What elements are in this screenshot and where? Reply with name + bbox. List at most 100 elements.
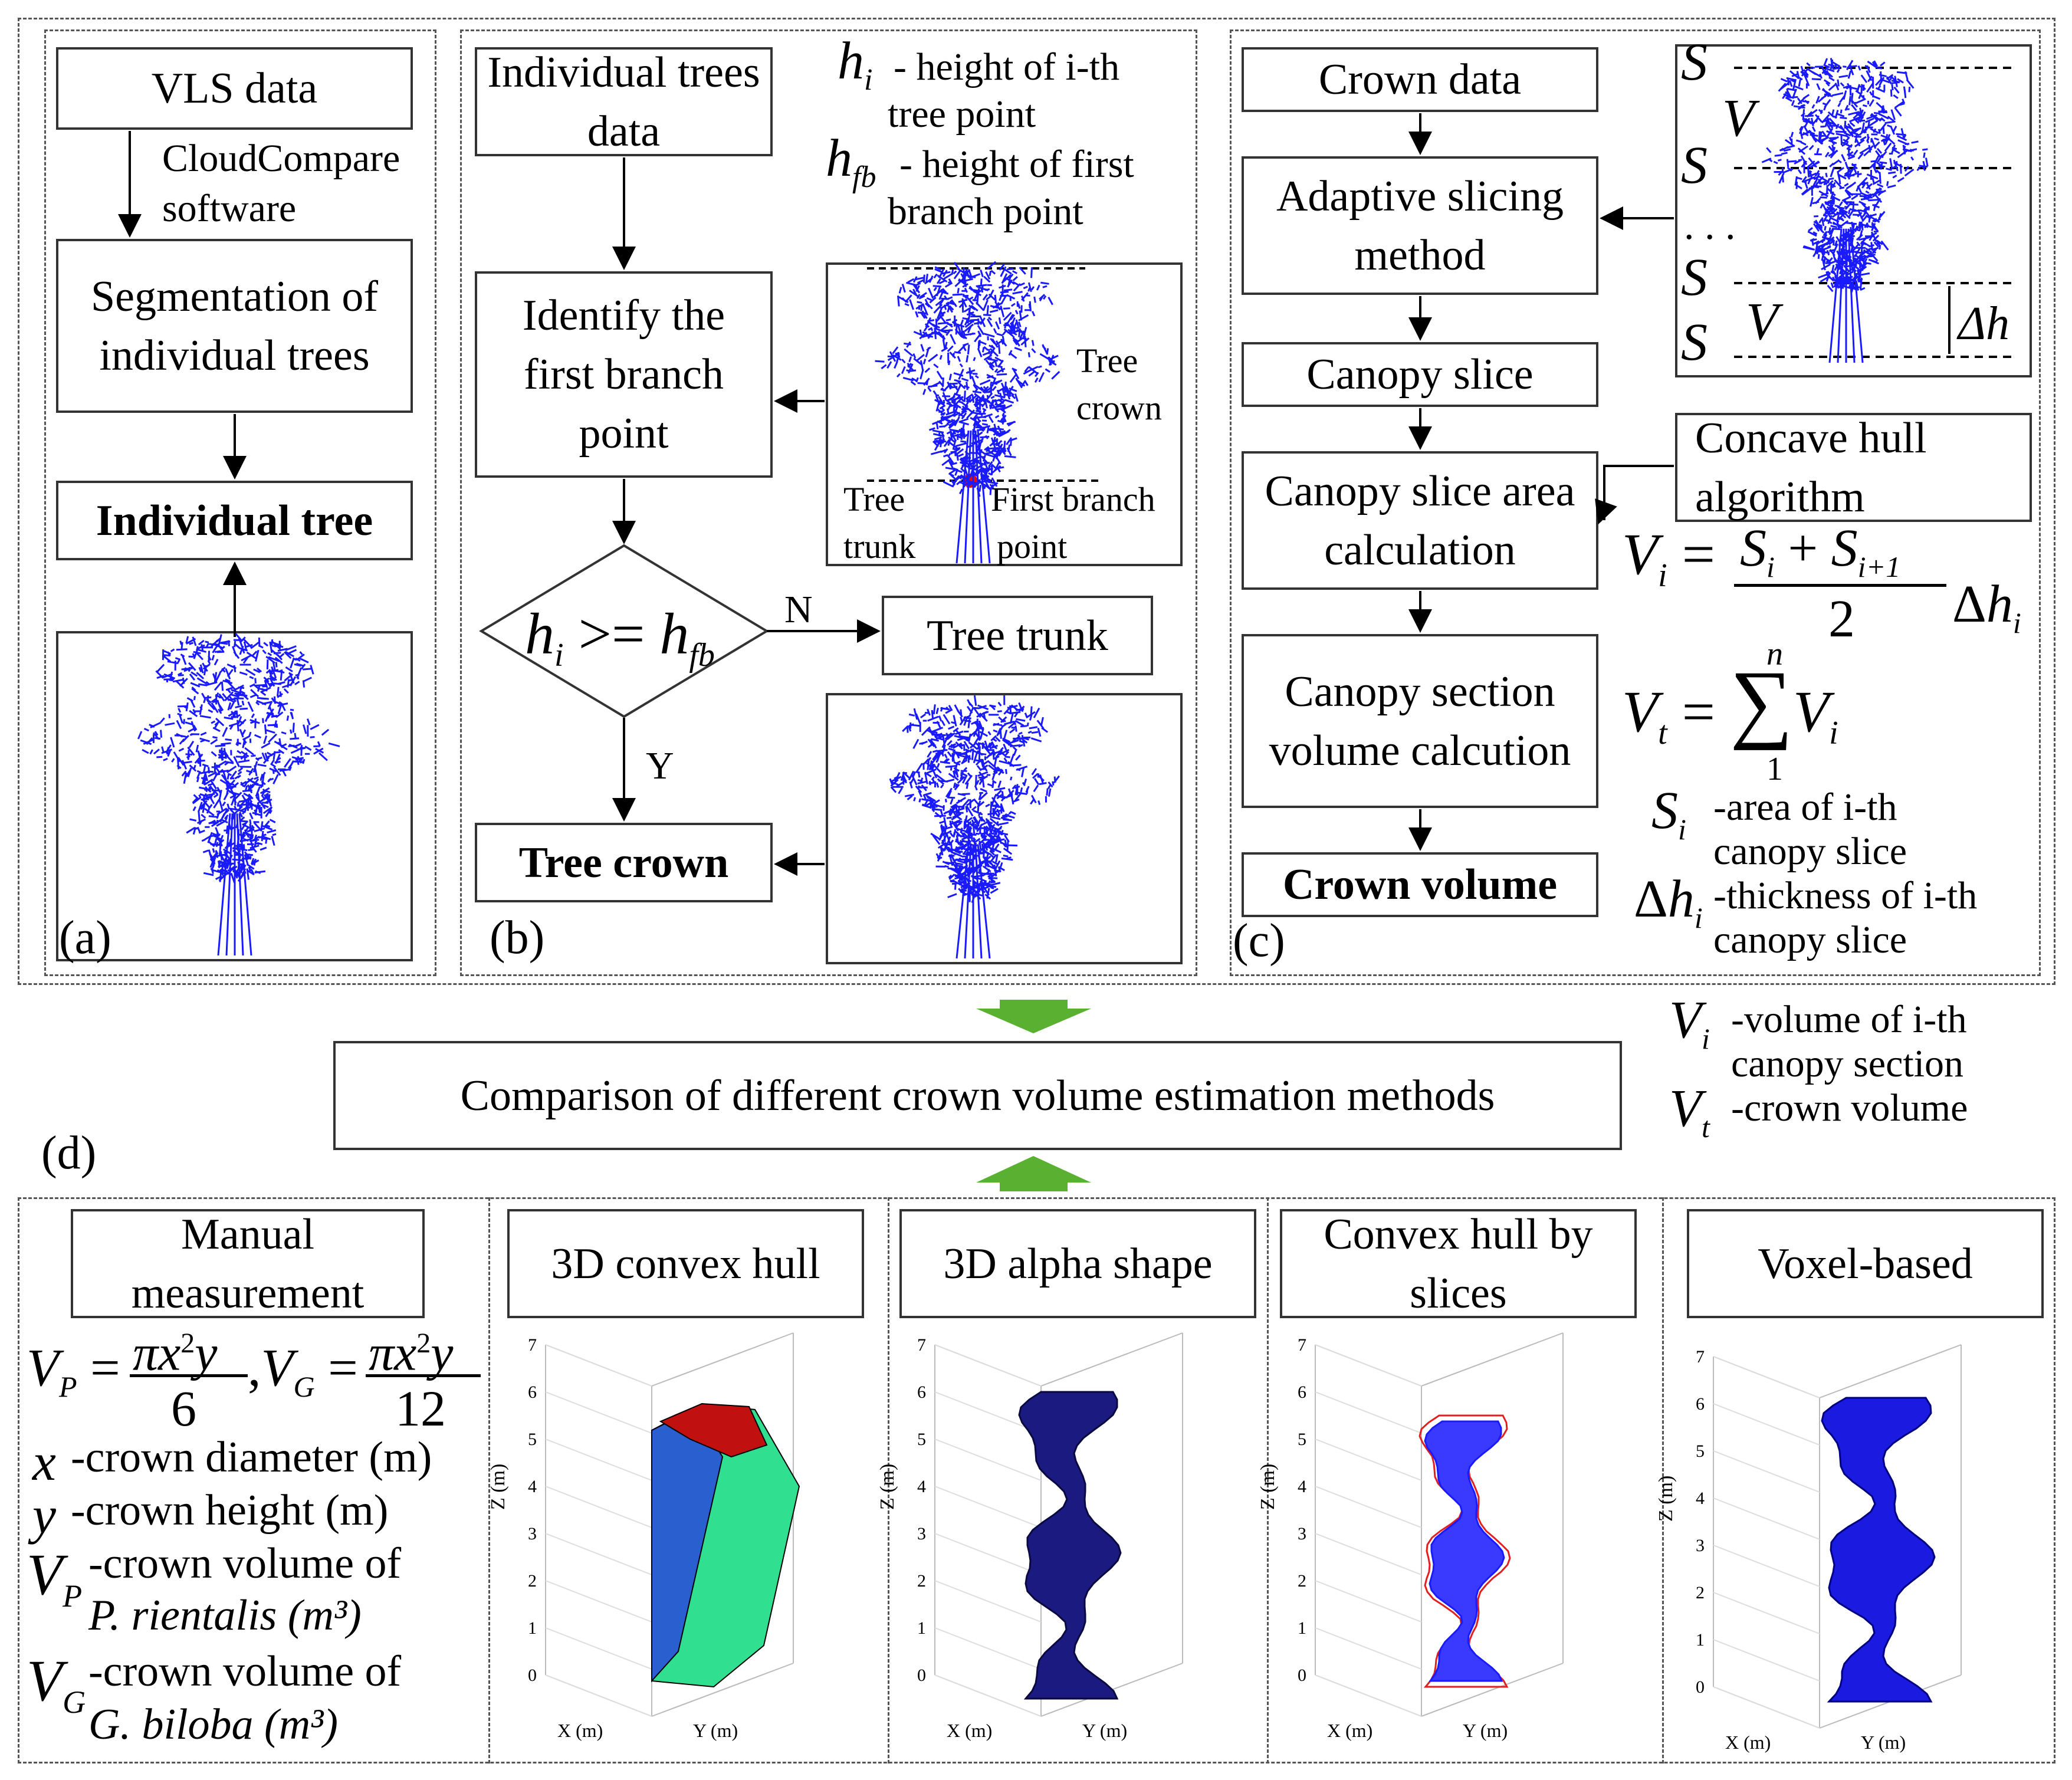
tree-cloud-c — [1761, 58, 1929, 363]
hi-def1: - height of i-th — [894, 45, 1120, 88]
vt-def: -crown volume — [1731, 1086, 1968, 1129]
n-label: N — [784, 588, 813, 631]
tree-cloud-b1 — [875, 261, 1060, 564]
y-def: -crown height (m) — [71, 1486, 389, 1535]
dh-def2: canopy slice — [1713, 918, 1907, 961]
slice-lines — [1734, 67, 2011, 358]
svg-text:X (m): X (m) — [1327, 1720, 1372, 1741]
tree-crown-lbl1: Tree — [1076, 341, 1138, 380]
divider-2 — [888, 1197, 889, 1763]
sn1-label: S — [1681, 136, 1707, 195]
vn1-label: V — [1722, 89, 1760, 147]
svg-text:7: 7 — [1696, 1347, 1705, 1367]
vi-def1: -volume of i-th — [1731, 998, 1967, 1041]
crown-volume-box: Crown volume — [1242, 852, 1598, 917]
decision-diamond — [479, 544, 769, 718]
svg-text:1: 1 — [1298, 1618, 1306, 1638]
vg-line — [366, 1374, 481, 1377]
tree-trunk-lbl1: Tree — [843, 480, 905, 518]
panel-d-label: (d) — [41, 1127, 97, 1179]
vp-den: 6 — [171, 1380, 196, 1437]
green-arrow-up — [976, 1156, 1091, 1191]
dh-def1: -thickness of i-th — [1713, 874, 1978, 917]
bottom-frame — [18, 1197, 2055, 1763]
svg-text:1: 1 — [917, 1618, 926, 1638]
first-branch-lbl1: First branch — [991, 480, 1155, 518]
svg-text:7: 7 — [528, 1335, 537, 1355]
panel-a-label: (a) — [59, 912, 111, 964]
hfb-def1: - height of first — [899, 143, 1134, 186]
svg-text:Y (m): Y (m) — [1082, 1720, 1127, 1741]
vls-data-box: VLS data — [56, 47, 413, 130]
vp-def2: P. rientalis (m³) — [88, 1591, 362, 1640]
individual-trees-box: Individual trees data — [475, 47, 773, 156]
vt-def-symbol: Vt — [1669, 1079, 1710, 1144]
svg-text:4: 4 — [1696, 1489, 1705, 1508]
method-box-3: Voxel-based — [1687, 1209, 2044, 1318]
svg-text:Y (m): Y (m) — [1463, 1720, 1508, 1741]
svg-text:Y (m): Y (m) — [693, 1720, 738, 1741]
adaptive-box: Adaptive slicing method — [1242, 156, 1598, 295]
vi-denominator: 2 — [1828, 590, 1855, 648]
vt-lower: 1 — [1766, 751, 1783, 787]
volume-plots: 0 1 2 3 4 5 6 7 Z (m) X (m) Y (m) 0 1 2 3 4 5 6 7 Z (m) X (m… — [487, 1332, 1962, 1753]
svg-text:2: 2 — [1298, 1571, 1306, 1591]
tree-cloud-b2 — [889, 695, 1060, 959]
segmentation-box: Segmentation of individual trees — [56, 239, 413, 413]
decision-label: hi >= hfb — [525, 601, 715, 674]
divider-1 — [488, 1197, 490, 1763]
vg-def1: -crown volume of — [88, 1647, 402, 1696]
s1-label: S — [1681, 313, 1707, 372]
software-label: software — [162, 187, 297, 230]
tree-point-clouds — [137, 58, 1929, 959]
x-symbol: x — [32, 1433, 56, 1492]
vg-symbol: VG — [27, 1648, 86, 1720]
hi-def2: tree point — [888, 93, 1036, 136]
tree-cloud-a — [137, 633, 340, 956]
svg-text:3: 3 — [1696, 1536, 1705, 1555]
vp-symbol: VP — [27, 1542, 83, 1614]
svg-text:3: 3 — [528, 1524, 537, 1543]
si-symbol: Si — [1651, 781, 1686, 846]
svg-text:7: 7 — [917, 1335, 926, 1355]
method-box-0: 3D convex hull — [507, 1209, 864, 1318]
vi-formula: Vi = — [1622, 521, 1716, 594]
dh-mult: Δhi — [1952, 575, 2021, 639]
plot-convex-slices: 0 1 2 3 4 5 6 7 Z (m) X (m) Y (m) — [1257, 1332, 1564, 1741]
svg-text:0: 0 — [1298, 1666, 1306, 1685]
vp-num: πx2y — [133, 1324, 218, 1381]
svg-text:1: 1 — [1696, 1630, 1705, 1650]
svg-text:X (m): X (m) — [557, 1720, 603, 1741]
svg-text:2: 2 — [1696, 1583, 1705, 1602]
panel-b-label: (b) — [490, 912, 545, 964]
comparison-box: Comparison of different crown volume est… — [333, 1041, 1622, 1150]
method-box-1: 3D alpha shape — [899, 1209, 1256, 1318]
s2-label: S — [1681, 248, 1707, 307]
svg-text:2: 2 — [528, 1571, 537, 1591]
svg-text:2: 2 — [917, 1571, 926, 1591]
divider-4 — [1662, 1197, 1664, 1763]
area-calc-box: Canopy slice area calculation — [1242, 451, 1598, 590]
manual-box: Manual measurement — [71, 1209, 425, 1318]
x-def: -crown diameter (m) — [71, 1433, 432, 1482]
vg-den: 12 — [395, 1380, 446, 1437]
sn-label: S — [1681, 33, 1707, 91]
canopy-slice-box: Canopy slice — [1242, 342, 1598, 407]
svg-text:Z (m): Z (m) — [487, 1464, 509, 1510]
vi-numerator: Si + Si+1 — [1740, 519, 1901, 583]
hi-symbol: hi — [838, 32, 873, 97]
svg-text:3: 3 — [1298, 1524, 1306, 1543]
fraction-line — [1734, 584, 1946, 587]
svg-text:1: 1 — [528, 1618, 537, 1638]
svg-text:0: 0 — [528, 1666, 537, 1685]
svg-text:6: 6 — [1696, 1394, 1705, 1414]
vg-num: πx2y — [369, 1324, 454, 1381]
top-frame — [18, 18, 2055, 985]
svg-text:6: 6 — [528, 1382, 537, 1402]
hfb-symbol: hfb — [826, 129, 876, 195]
svg-text:6: 6 — [917, 1382, 926, 1402]
panel-b-frame — [460, 29, 1197, 976]
vi-def-symbol: Vi — [1669, 991, 1710, 1055]
identify-box: Identify the first branch point — [475, 271, 773, 478]
svg-text:Z (m): Z (m) — [876, 1464, 898, 1510]
